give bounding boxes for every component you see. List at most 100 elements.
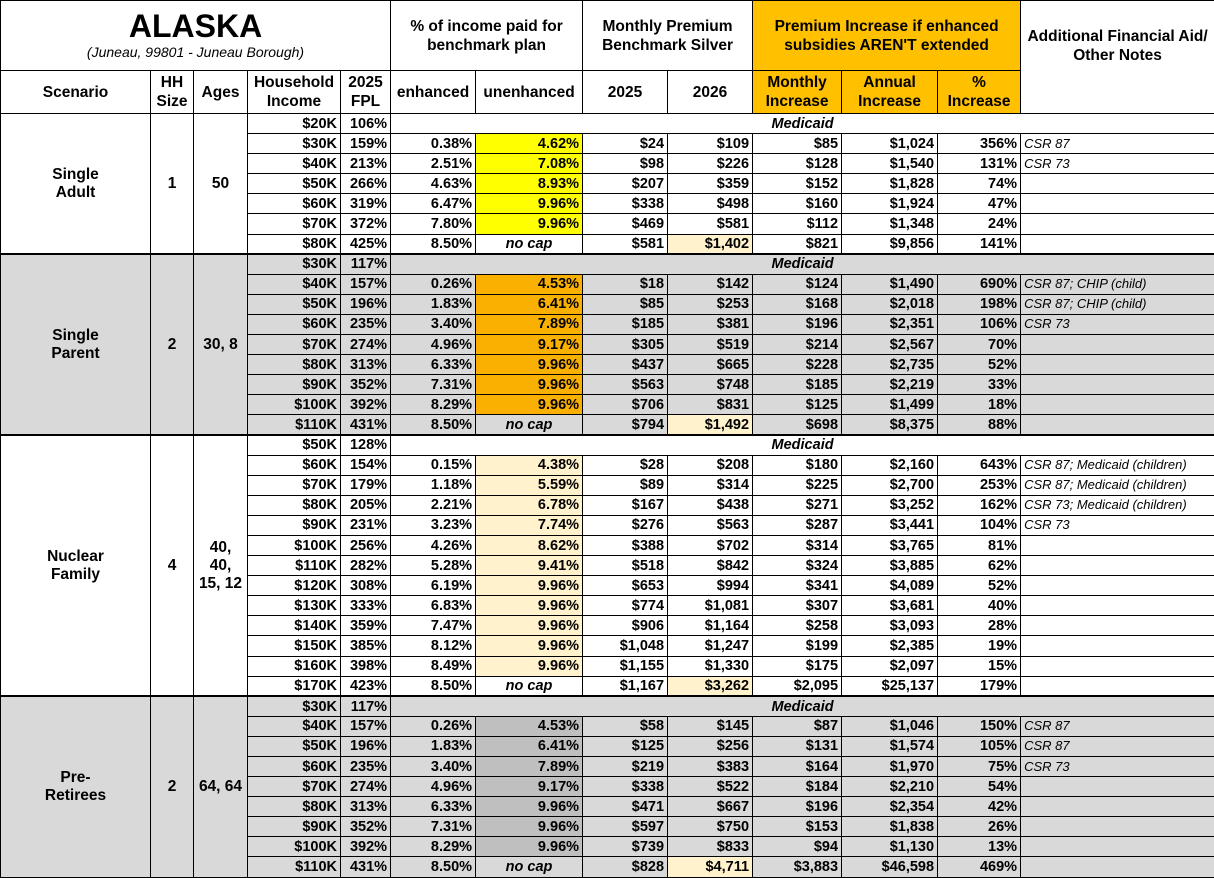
fpl: 274% <box>339 776 392 798</box>
table-row: $60K 235% 3.40% 7.89% $185 $381 $196 $2,351 106%… <box>1 313 1214 336</box>
enhanced: 8.50% <box>390 856 477 878</box>
table-row: $60K 319% 6.47% 9.96% $338 $498 $160 $1,924 47% <box>1 193 1214 215</box>
unenhanced: 4.38% <box>475 454 584 476</box>
notes <box>1020 856 1214 878</box>
premium-2026: $831 <box>667 394 754 416</box>
premium-2025: $58 <box>582 715 669 737</box>
scenario-cell: Pre-Retirees <box>0 695 151 878</box>
income: $90K <box>247 816 341 838</box>
premium-2026: $667 <box>667 796 754 818</box>
pct-increase: 33% <box>937 374 1022 396</box>
hh-size: 2 <box>167 777 177 795</box>
pct-increase: 47% <box>937 193 1022 215</box>
annual-increase: $1,490 <box>841 273 939 295</box>
table-row: $80K 205% 2.21% 6.78% $167 $438 $271 $3,252 162%… <box>1 494 1214 516</box>
income: $110K <box>247 856 341 878</box>
income: $130K <box>247 595 341 617</box>
fpl: 157% <box>339 715 392 737</box>
notes <box>1020 615 1214 637</box>
monthly-increase: $2,095 <box>752 675 843 697</box>
unenhanced: 9.96% <box>475 374 584 396</box>
enhanced: 6.19% <box>390 575 477 597</box>
fpl: 359% <box>339 615 392 637</box>
enhanced: 6.47% <box>390 193 477 215</box>
unenhanced: 7.89% <box>475 755 584 778</box>
scenario: Single Parent <box>51 326 100 362</box>
monthly-increase: $87 <box>752 715 843 737</box>
notes <box>1020 354 1214 376</box>
monthly-increase: $184 <box>752 776 843 798</box>
annual-increase: $3,093 <box>841 615 939 637</box>
table-row: $80K 425% 8.50% no cap $581 $1,402 $821 $9,856 1… <box>1 233 1214 255</box>
enhanced: 7.47% <box>390 615 477 637</box>
table-row: $50K 266% 4.63% 8.93% $207 $359 $152 $1,828 74% <box>1 173 1214 195</box>
column-header: Monthly Increase <box>752 70 843 114</box>
hh-size-cell: 1 <box>150 113 194 255</box>
income: $120K <box>247 575 341 597</box>
monthly-increase: $160 <box>752 193 843 215</box>
medicaid: Medicaid <box>390 253 1214 275</box>
income: $70K <box>247 776 341 798</box>
premium-2025: $739 <box>582 836 669 858</box>
income: $140K <box>247 615 341 637</box>
income: $100K <box>247 534 341 557</box>
enhanced: 6.83% <box>390 595 477 617</box>
notes: CSR 73 <box>1020 755 1214 778</box>
income: $30K <box>247 695 341 717</box>
unenhanced: 9.96% <box>475 354 584 376</box>
enhanced: 3.40% <box>390 755 477 778</box>
ages: 30, 8 <box>203 335 238 353</box>
unenhanced: 9.96% <box>475 816 584 838</box>
table-row: $30K 159% 0.38% 4.62% $24 $109 $85 $1,024 356% CS… <box>1 133 1214 155</box>
monthly-increase: $287 <box>752 514 843 536</box>
income: $110K <box>247 414 341 436</box>
income: $50K <box>247 735 341 758</box>
notes: CSR 87; CHIP (child) <box>1020 273 1214 295</box>
pct-increase: 162% <box>937 494 1022 516</box>
unenhanced: 9.96% <box>475 575 584 597</box>
notes <box>1020 575 1214 597</box>
premium-2026: $498 <box>667 193 754 215</box>
notes: CSR 73 <box>1020 313 1214 336</box>
annual-increase: $1,024 <box>841 133 939 155</box>
monthly-increase: $199 <box>752 635 843 657</box>
annual-increase: $46,598 <box>841 856 939 878</box>
table-row: Nuclear Family 4 40, 40, 15, 12 $50K 128% Med… <box>0 433 1214 697</box>
unenhanced: 9.96% <box>475 836 584 858</box>
table-row: Single Parent 2 30, 8 $30K 117% Medicaid <box>0 253 1214 436</box>
premium-2025: $305 <box>582 334 669 356</box>
premium-2025: $518 <box>582 555 669 577</box>
income: $100K <box>247 836 341 858</box>
monthly-increase: $180 <box>752 454 843 476</box>
monthly-increase: $94 <box>752 836 843 858</box>
income: $160K <box>247 655 341 677</box>
income: $110K <box>247 555 341 577</box>
fpl: 159% <box>339 133 392 155</box>
monthly-increase: $85 <box>752 133 843 155</box>
premium-2026: $226 <box>667 153 754 175</box>
notes <box>1020 213 1214 235</box>
fpl: 352% <box>339 816 392 838</box>
unenhanced: 6.41% <box>475 293 584 315</box>
fpl: 128% <box>339 433 392 456</box>
monthly-increase: $124 <box>752 273 843 295</box>
scenario-cell: Single Adult <box>0 113 151 255</box>
premium-2025: $125 <box>582 735 669 758</box>
annual-increase: $1,130 <box>841 836 939 858</box>
notes <box>1020 374 1214 396</box>
column-header: Scenario <box>0 70 151 114</box>
premium-2025: $185 <box>582 313 669 336</box>
monthly-increase: $152 <box>752 173 843 195</box>
monthly-increase: $821 <box>752 233 843 255</box>
annual-increase: $1,348 <box>841 213 939 235</box>
ages-cell: 30, 8 <box>193 253 248 436</box>
fpl: 431% <box>339 856 392 878</box>
enhanced: 8.50% <box>390 675 477 697</box>
monthly-increase: $125 <box>752 394 843 416</box>
annual-increase: $2,160 <box>841 454 939 476</box>
premium-2025: $219 <box>582 755 669 778</box>
fpl: 385% <box>339 635 392 657</box>
annual-increase: $2,567 <box>841 334 939 356</box>
pct-increase: 198% <box>937 293 1022 315</box>
